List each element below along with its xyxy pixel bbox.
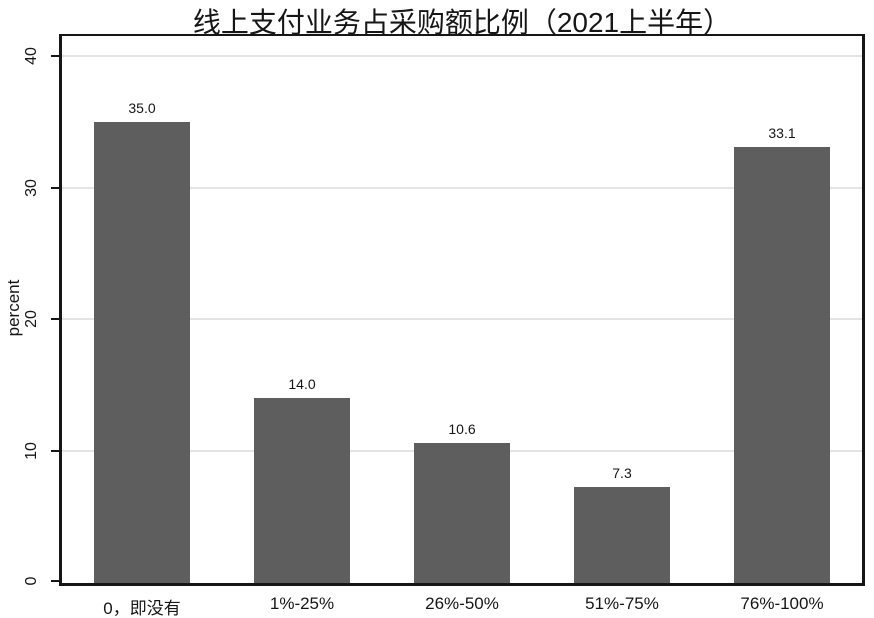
bar-value-label-3: 7.3 [612, 464, 632, 481]
gridline-y-40 [62, 54, 862, 57]
bar-value-label-4: 33.1 [768, 124, 796, 141]
y-axis-tick-10 [51, 450, 59, 453]
y-tick-label-20: 20 [23, 310, 40, 329]
bar-0: 35.0 [94, 100, 190, 583]
y-axis-tick-30 [51, 186, 59, 189]
bar-value-label-2: 10.6 [448, 421, 476, 438]
bar-value-label-0: 35.0 [128, 99, 156, 116]
x-category-label-4: 76%-100% [740, 594, 824, 613]
x-category-label-2: 26%-50% [425, 594, 499, 613]
plot-area: 35.0 0，即没有 14.0 1%-25% 10.6 26%-50% 7.3 51%-75%… [23, 34, 865, 618]
y-tick-label-30: 30 [23, 178, 40, 197]
bar-1: 14.0 [254, 376, 350, 583]
chart-title: 线上支付业务占采购额比例（2021上半年） [192, 7, 732, 38]
bar-value-label-1: 14.0 [288, 376, 316, 393]
bar-4: 33.1 [734, 125, 830, 583]
gridline-y-30 [62, 186, 862, 189]
x-category-label-3: 51%-75% [585, 594, 659, 613]
x-category-label-1: 1%-25% [269, 594, 335, 613]
y-tick-label-40: 40 [23, 46, 40, 65]
x-category-label-0: 0，即没有 [103, 599, 181, 618]
gridline-y-20 [62, 318, 862, 321]
y-axis-tick-20 [51, 318, 59, 321]
y-axis-tick-40 [51, 54, 59, 57]
y-axis-title: percent [4, 279, 23, 337]
y-tick-label-0: 0 [23, 576, 40, 586]
bar-3: 7.3 [574, 465, 670, 583]
y-tick-label-10: 10 [23, 442, 40, 461]
y-axis-tick-0 [51, 580, 59, 582]
bar-2: 10.6 [414, 421, 510, 583]
